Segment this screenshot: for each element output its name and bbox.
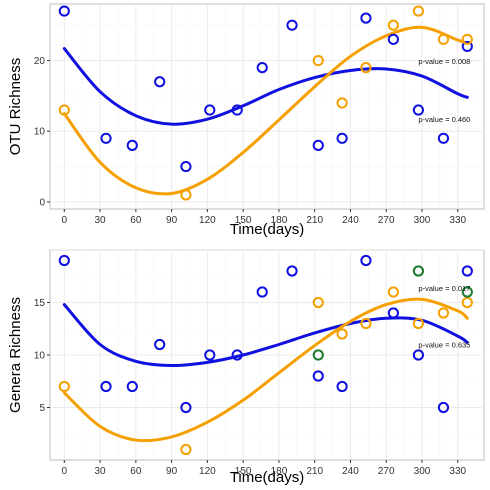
genera-x-tick-label: 240 <box>342 466 359 477</box>
genera-data-point-1 <box>437 307 450 319</box>
otu-data-point-0 <box>312 139 324 151</box>
otu-data-point-0 <box>461 40 473 53</box>
otu-data-point-0 <box>360 12 372 24</box>
genera-data-point-0 <box>412 349 425 361</box>
otu-richness-panel: p-value = 0.008 p-value = 0.460 0 30 60 90 120… <box>7 3 485 238</box>
genera-data-point-0 <box>336 380 348 393</box>
otu-data-point-1 <box>437 33 450 45</box>
otu-data-point-1 <box>336 97 348 109</box>
otu-data-point-1 <box>461 33 473 45</box>
genera-p-value-label-1: p-value = 0.635 <box>418 341 470 350</box>
otu-data-point-0 <box>180 160 192 173</box>
otu-x-tick-label: 300 <box>414 215 431 226</box>
genera-data-point-0 <box>231 349 243 361</box>
genera-x-tick-label: 30 <box>95 466 107 477</box>
otu-x-tick-label: 330 <box>449 215 466 226</box>
otu-x-tick-label: 30 <box>95 215 107 226</box>
genera-data-point-0 <box>360 254 372 267</box>
otu-data-point-0 <box>126 139 138 151</box>
otu-y-tick-label: 10 <box>34 127 46 138</box>
genera-data-point-2 <box>412 265 425 277</box>
genera-data-point-0 <box>204 349 216 361</box>
otu-data-point-0 <box>231 104 243 116</box>
genera-data-point-0 <box>126 380 138 393</box>
otu-p-value-label-0: p-value = 0.008 <box>418 57 470 66</box>
genera-data-point-0 <box>58 254 70 267</box>
otu-x-axis-title: Time(days) <box>230 221 304 238</box>
genera-data-point-1 <box>336 328 348 340</box>
otu-data-point-1 <box>412 5 425 17</box>
genera-x-tick-label: 270 <box>378 466 395 477</box>
genera-y-tick-label: 15 <box>34 298 46 309</box>
genera-data-point-1 <box>180 443 192 456</box>
genera-data-point-0 <box>461 265 473 277</box>
genera-data-point-1 <box>312 296 324 309</box>
otu-p-value-label-1: p-value = 0.460 <box>418 115 470 124</box>
otu-data-point-0 <box>154 76 166 88</box>
otu-data-point-0 <box>412 104 425 116</box>
genera-data-point-0 <box>100 380 112 393</box>
genera-x-tick-label: 120 <box>199 466 216 477</box>
genera-data-point-1 <box>461 296 473 309</box>
otu-x-tick-label: 60 <box>130 215 142 226</box>
otu-y-axis-title: OTU Richness <box>7 58 24 156</box>
otu-data-point-0 <box>58 5 70 17</box>
otu-plot-area <box>49 3 485 210</box>
otu-x-tick-label: 0 <box>62 215 68 226</box>
genera-x-tick-label: 300 <box>414 466 431 477</box>
genera-data-point-1 <box>360 317 372 330</box>
genera-x-tick-label: 60 <box>130 466 142 477</box>
otu-data-point-0 <box>100 132 112 144</box>
otu-data-point-0 <box>204 104 216 116</box>
otu-x-tick-label: 240 <box>342 215 359 226</box>
genera-data-point-1 <box>412 317 425 330</box>
genera-data-point-1 <box>387 286 399 298</box>
otu-x-tick-label: 270 <box>378 215 395 226</box>
genera-data-point-1 <box>58 380 70 393</box>
genera-y-tick-label: 10 <box>34 351 46 362</box>
otu-x-tick-label: 180 <box>271 215 288 226</box>
otu-data-point-0 <box>437 132 450 144</box>
otu-data-point-1 <box>387 19 399 31</box>
otu-data-point-1 <box>312 54 324 67</box>
genera-data-point-0 <box>154 338 166 351</box>
otu-x-tick-label: 150 <box>235 215 252 226</box>
genera-x-tick-label: 150 <box>235 466 252 477</box>
otu-fit-curve-0 <box>62 47 469 126</box>
genera-y-axis-title: Genera Richness <box>7 297 24 413</box>
otu-fit-curve-1 <box>62 25 469 196</box>
otu-x-tick-label: 120 <box>199 215 216 226</box>
genera-data-point-0 <box>387 307 399 319</box>
genera-x-tick-label: 0 <box>62 466 68 477</box>
otu-data-point-1 <box>360 62 372 74</box>
genera-p-value-label-0: p-value = 0.017 <box>418 284 470 293</box>
genera-data-point-0 <box>437 401 450 414</box>
genera-data-point-0 <box>256 286 268 298</box>
otu-data-point-0 <box>256 62 268 74</box>
otu-data-point-1 <box>180 189 192 201</box>
genera-x-axis-title: Time(days) <box>230 469 304 486</box>
genera-data-point-0 <box>286 265 298 277</box>
genera-data-point-0 <box>180 401 192 414</box>
genera-y-tick-label: 5 <box>39 403 45 414</box>
otu-data-point-0 <box>286 19 298 31</box>
genera-x-tick-label: 180 <box>271 466 288 477</box>
otu-y-tick-label: 20 <box>34 56 46 67</box>
genera-x-tick-label: 90 <box>166 466 178 477</box>
genera-x-tick-label: 210 <box>306 466 323 477</box>
genera-data-point-0 <box>312 370 324 382</box>
genera-data-point-2 <box>312 349 324 361</box>
otu-x-tick-label: 210 <box>306 215 323 226</box>
otu-y-tick-label: 0 <box>39 197 45 208</box>
otu-data-point-1 <box>58 104 70 116</box>
genera-data-point-2 <box>461 286 473 298</box>
otu-data-point-0 <box>387 33 399 45</box>
genera-x-tick-label: 330 <box>449 466 466 477</box>
genera-fit-curve-1 <box>62 297 469 443</box>
genera-richness-panel: p-value = 0.017 p-value = 0.635 0 30 60 90 120… <box>7 249 485 486</box>
otu-data-point-0 <box>336 132 348 144</box>
otu-x-tick-label: 90 <box>166 215 178 226</box>
